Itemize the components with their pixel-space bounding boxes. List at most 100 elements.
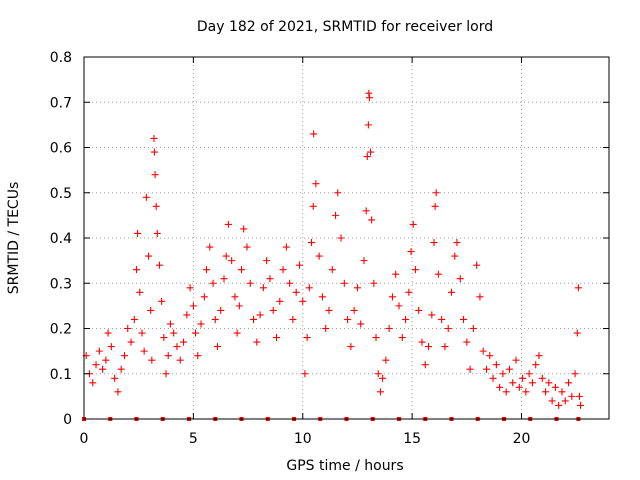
data-point xyxy=(350,306,358,314)
data-point xyxy=(525,370,533,378)
data-point xyxy=(197,320,205,328)
data-point xyxy=(463,338,471,346)
x-tick-label: 0 xyxy=(80,431,89,447)
data-point xyxy=(542,388,550,396)
data-point xyxy=(301,370,309,378)
data-point xyxy=(269,306,277,314)
data-point xyxy=(499,370,507,378)
data-point xyxy=(532,361,540,369)
data-point xyxy=(238,266,245,274)
data-point xyxy=(365,89,373,97)
data-point xyxy=(224,220,232,228)
data-point xyxy=(158,297,166,305)
data-point xyxy=(568,392,576,400)
data-point xyxy=(211,315,219,323)
y-tick-label: 0.6 xyxy=(50,141,72,157)
data-point xyxy=(395,302,403,310)
data-point xyxy=(332,211,340,219)
data-point xyxy=(451,252,459,260)
data-point xyxy=(573,329,581,337)
data-point xyxy=(398,334,406,342)
data-point xyxy=(492,361,500,369)
data-point xyxy=(372,334,380,342)
data-point xyxy=(344,315,352,323)
data-point xyxy=(292,288,300,296)
data-point xyxy=(206,243,214,251)
data-point xyxy=(142,193,150,201)
data-point xyxy=(392,270,400,278)
data-point xyxy=(575,392,583,400)
data-point xyxy=(299,297,307,305)
data-point xyxy=(235,302,243,310)
data-point xyxy=(385,325,393,332)
data-point xyxy=(538,374,546,382)
data-point xyxy=(409,220,417,228)
grid-layer xyxy=(84,57,609,419)
data-point xyxy=(155,261,163,269)
data-point xyxy=(200,293,208,301)
x-tick-label: 10 xyxy=(294,431,312,447)
data-point xyxy=(415,306,423,314)
labels-layer: 0 0.1 0.2 0.3 0.4 0.5 0.6 0.7 0.8 0 5 10 15 20 xyxy=(50,50,531,447)
data-point xyxy=(367,148,375,156)
x-tick-label: 20 xyxy=(513,431,531,447)
data-point xyxy=(448,288,455,296)
data-point xyxy=(328,266,336,274)
data-point xyxy=(303,334,311,342)
data-point xyxy=(430,239,438,247)
data-point xyxy=(259,284,267,292)
data-point xyxy=(145,252,153,260)
data-point xyxy=(405,288,413,296)
data-point xyxy=(460,315,468,323)
data-point xyxy=(551,383,559,391)
data-point xyxy=(107,343,115,351)
data-point xyxy=(102,356,110,364)
data-point xyxy=(496,383,504,391)
chart-title: Day 182 of 2021, SRMTID for receiver lor… xyxy=(197,19,493,35)
data-point xyxy=(273,334,280,342)
data-point xyxy=(99,365,107,373)
data-point xyxy=(456,275,464,283)
data-point xyxy=(376,388,384,396)
data-point xyxy=(555,401,563,409)
y-tick-label: 0 xyxy=(63,412,72,428)
data-point xyxy=(325,306,333,314)
data-point xyxy=(220,275,228,283)
data-point xyxy=(309,202,317,210)
data-point xyxy=(519,374,527,382)
data-point xyxy=(250,315,258,323)
data-point xyxy=(166,320,174,328)
data-point xyxy=(561,397,569,405)
data-point xyxy=(407,248,415,256)
data-point xyxy=(194,352,202,360)
data-point xyxy=(147,306,155,314)
data-point xyxy=(240,225,248,233)
data-point xyxy=(173,343,181,351)
data-point xyxy=(152,202,160,210)
data-point xyxy=(363,153,371,161)
data-point xyxy=(374,370,382,378)
data-point xyxy=(545,379,553,387)
data-point xyxy=(246,279,254,287)
data-point xyxy=(150,134,158,142)
y-tick-label: 0.4 xyxy=(50,231,72,247)
data-point xyxy=(89,379,97,387)
data-point xyxy=(162,370,170,378)
data-point xyxy=(322,325,330,332)
data-point xyxy=(365,94,373,102)
data-point xyxy=(483,365,490,373)
data-point xyxy=(295,261,303,269)
data-point xyxy=(522,388,530,396)
data-point xyxy=(150,148,158,156)
data-point xyxy=(263,257,271,265)
data-point xyxy=(111,374,119,382)
data-point xyxy=(312,180,320,188)
data-point xyxy=(209,279,217,287)
data-point xyxy=(213,343,221,351)
data-point xyxy=(434,270,442,278)
data-point xyxy=(515,383,523,391)
data-point xyxy=(512,356,520,364)
data-point xyxy=(120,352,128,360)
data-point xyxy=(571,370,579,378)
data-point xyxy=(466,365,474,373)
